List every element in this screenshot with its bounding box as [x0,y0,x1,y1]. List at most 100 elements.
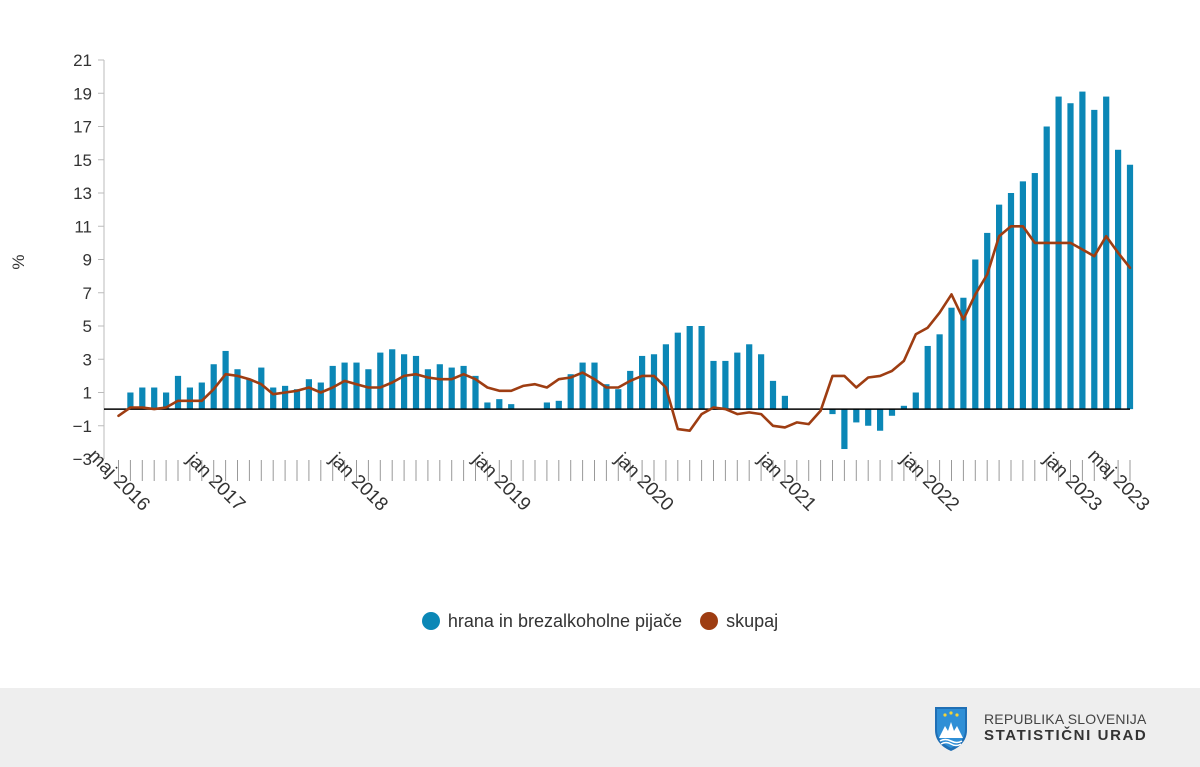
brand-name-line2: STATISTIČNI URAD [984,727,1148,745]
bar [698,326,705,410]
bar [1091,109,1098,410]
y-axis: 21 19 17 15 13 11 9 7 5 3 1 −1 −3 [73,51,105,469]
legend-label-total: skupaj [726,610,779,631]
y-tick-label: 9 [83,251,92,270]
brand[interactable]: REPUBLIKA SLOVENIJA STATISTIČNI URAD [932,704,1147,752]
y-tick-label: −3 [73,450,92,469]
bar [877,409,884,431]
bar [353,362,360,410]
x-tick-label: jan 2021 [753,448,820,515]
bar [127,392,134,410]
bar [769,380,777,410]
bar [615,389,622,410]
y-tick-label: 17 [73,118,92,137]
x-tick-label: jan 2018 [325,448,392,515]
line-skupaj [117,225,1132,433]
legend: hrana in brezalkoholne pijače skupaj [0,606,1200,636]
x-tick-label: jan 2019 [468,448,535,515]
bar [186,387,193,410]
bar [639,355,646,410]
bar [936,334,943,410]
bar [174,375,182,410]
bar [674,332,681,410]
legend-item-food[interactable]: hrana in brezalkoholne pijače [421,610,683,632]
bar [258,367,265,410]
x-axis: maj 2016 jan 2017 jan 2018 jan 2019 jan 2020… [84,445,1154,515]
legend-marker-food [421,612,440,630]
bar [484,402,491,410]
legend-marker-total [700,612,719,630]
bar [448,367,455,410]
bar [1043,126,1050,410]
bar [865,409,872,426]
bar [270,387,277,410]
x-tick-label: jan 2017 [182,448,249,515]
bar [912,392,919,410]
bar [555,400,562,410]
bar [365,369,372,410]
bar [222,350,229,410]
bar [389,349,396,410]
bar [829,409,836,415]
x-tick-label: jan 2020 [610,448,677,515]
bar [781,395,788,410]
bar [591,362,598,410]
bar [1115,149,1122,410]
slovenia-coat-of-arms-icon [935,707,967,751]
bar [900,405,907,410]
y-tick-label: 15 [73,151,92,170]
bar [305,379,312,410]
bar [888,409,896,416]
y-tick-label: 19 [73,84,92,103]
y-tick-label: 21 [73,51,92,70]
y-tick-label: 1 [83,384,92,403]
bar [424,369,431,410]
bar [746,344,753,410]
bar [1067,103,1074,410]
bar [401,354,408,410]
y-tick-label: 3 [83,350,92,369]
bar [710,360,717,410]
bar [996,204,1003,410]
bar [734,352,741,410]
bar [662,344,669,410]
bar [686,326,693,410]
bar [924,345,931,410]
y-tick-label: 7 [83,284,92,303]
legend-label-food: hrana in brezalkoholne pijače [447,610,683,631]
bar [853,409,860,423]
bar [579,362,586,410]
bar [603,384,610,410]
legend-item-total[interactable]: skupaj [700,611,778,632]
bar [984,232,991,410]
chart: 21 19 17 15 13 11 9 7 5 3 1 −1 −3 maj 2016 jan 2017 ja… [9,51,1154,516]
bar [567,374,574,410]
bar [1031,173,1038,410]
x-tick-label: maj 2016 [84,445,154,515]
bar [1055,96,1062,410]
bar [282,385,289,410]
bar [234,369,241,410]
y-tick-label: −1 [73,417,92,436]
y-axis-title: % [9,254,28,269]
bar [341,362,348,410]
footer: REPUBLIKA SLOVENIJA STATISTIČNI URAD [0,688,1200,767]
bar [1019,181,1026,410]
bar [543,402,550,410]
bar [139,387,146,410]
bar [1126,164,1134,410]
y-tick-label: 11 [74,217,92,236]
y-tick-label: 5 [83,317,92,336]
bar [151,387,158,410]
bar [508,404,515,410]
bar [758,354,765,410]
bar [377,352,384,410]
bar [163,392,170,410]
bar [293,389,301,410]
bar [460,365,467,410]
brand-name-line1: REPUBLIKA SLOVENIJA [984,710,1147,727]
bar [412,355,420,410]
bar [472,375,479,410]
bar [436,364,443,410]
bar [317,382,324,410]
